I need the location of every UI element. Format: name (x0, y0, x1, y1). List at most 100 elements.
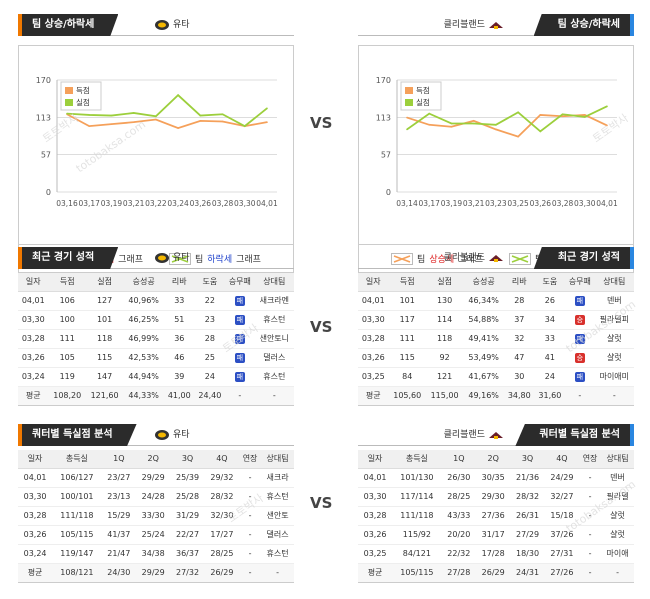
x-tick-label: 03,21 (463, 199, 485, 208)
x-tick-label: 03,21 (123, 199, 145, 208)
left-team-name: 유타 (173, 20, 190, 30)
column-header: 승성공 (123, 273, 164, 292)
table-cell: 28 (194, 329, 226, 349)
table-cell: 33/30 (136, 506, 171, 526)
table-cell: 115/92 (392, 525, 442, 545)
data-point (561, 113, 564, 116)
table-cell: 101 (85, 310, 124, 330)
data-point (517, 135, 519, 138)
table-cell: 100/101 (52, 487, 102, 507)
table-cell: 37 (504, 310, 535, 330)
table-cell: 휴스턴 (261, 544, 294, 564)
table-cell: 28 (504, 291, 535, 311)
table-cell: 15/29 (101, 506, 136, 526)
table-cell: 23/27 (101, 468, 136, 488)
table-cell: 21/36 (510, 468, 545, 488)
table-cell: 24/31 (510, 563, 545, 583)
table-cell: 25/28 (170, 487, 205, 507)
table-cell: 42,53% (123, 348, 164, 368)
table-cell: 41 (534, 348, 566, 368)
table-cell: 27/26 (544, 563, 580, 583)
table-cell: 03,26 (18, 348, 49, 368)
cavaliers-logo-icon (489, 432, 503, 439)
table-cell: - (579, 506, 602, 526)
table-cell: 30 (504, 367, 535, 387)
table-cell: 37/26 (544, 525, 580, 545)
table-cell: 04,01 (358, 291, 389, 311)
table-cell: 덴버 (594, 291, 634, 311)
table-cell: 28/32 (510, 487, 545, 507)
column-header: 득점 (48, 273, 86, 292)
average-row: 평균 105,60 115,00 49,16% 34,80 31,60- - (358, 386, 634, 406)
x-tick-label: 03,17 (418, 199, 440, 208)
vs-label-bottom: VS (310, 494, 333, 512)
vs-label-middle: VS (310, 318, 333, 336)
data-point (583, 116, 586, 118)
table-cell: 31,60 (534, 386, 566, 406)
table-cell: 46,25% (123, 310, 164, 330)
table-cell: 샬럿 (601, 506, 634, 526)
table-cell: 106 (48, 291, 86, 311)
data-point (539, 130, 542, 133)
table-cell: 평균 (358, 386, 389, 406)
result-badge: 승 (574, 352, 585, 363)
x-tick-label: 03,23 (485, 199, 507, 208)
table-cell: - (579, 468, 602, 488)
result-badge: 승 (574, 314, 585, 325)
legend-label: 실점 (76, 97, 90, 107)
table-cell: - (239, 544, 262, 564)
table-row: 03,26 115 92 53,49% 47 41 승 샬럿 (358, 348, 634, 368)
left-team-name: 유타 (173, 253, 190, 263)
table-cell: - (261, 563, 294, 583)
column-header: 4Q (204, 450, 240, 469)
table-cell: 127 (85, 291, 124, 311)
data-point (472, 122, 475, 125)
right-recent-title: 최근 경기 성적 (533, 247, 634, 269)
table-cell: 18/30 (510, 544, 545, 564)
table-header-row: 일자 총득실 1Q 2Q 3Q 4Q 연장 상대팀 (18, 450, 294, 469)
table-cell: 패 (565, 291, 595, 311)
table-cell: 22 (194, 291, 226, 311)
data-point (177, 94, 179, 96)
table-cell: 114 (425, 310, 464, 330)
table-cell: 패 (225, 348, 255, 368)
table-row: 03,28 111/118 43/33 27/36 26/31 15/18- 샬럿 (358, 506, 634, 526)
table-cell: 30/35 (476, 468, 511, 488)
right-recent-header: 최근 경기 성적 클리블랜드 (358, 247, 634, 269)
legend-swatch (405, 99, 413, 106)
legend-up: 팀 상승세 그래프 (391, 252, 483, 265)
table-cell: 필라델피 (594, 310, 634, 330)
column-header: 2Q (476, 450, 511, 469)
table-cell: 24/30 (101, 563, 136, 583)
table-cell: 03,26 (18, 525, 53, 545)
table-cell: 24 (534, 367, 566, 387)
table-cell: 84/121 (392, 544, 442, 564)
table-cell: 26/31 (510, 506, 545, 526)
right-quarter-header: 쿼터별 득실점 분석 클리블랜드 (358, 424, 634, 446)
x-tick-label: 04,01 (256, 199, 278, 208)
table-cell: 46 (164, 348, 195, 368)
table-cell: 04,01 (18, 468, 53, 488)
table-cell: 29/29 (136, 563, 171, 583)
table-cell: 댈러스 (254, 348, 294, 368)
average-row: 평균 108/121 24/30 29/29 27/32 26/29- - (18, 563, 294, 583)
column-header: 일자 (358, 450, 393, 469)
data-point (606, 124, 608, 127)
right-team-name: 클리블랜드 (443, 430, 485, 440)
x-tick-label: 03,28 (552, 199, 574, 208)
table-cell: 84 (388, 367, 426, 387)
table-cell: 15/18 (544, 506, 580, 526)
data-point (406, 116, 408, 119)
column-header: 리바 (164, 273, 195, 292)
table-cell: 패 (225, 367, 255, 387)
x-tick-label: 03,19 (441, 199, 463, 208)
table-cell: 108/121 (52, 563, 102, 583)
table-row: 03,24 119 147 44,94% 39 24 패 휴스턴 (18, 367, 294, 387)
table-cell: 100 (48, 310, 86, 330)
table-cell: 53,49% (463, 348, 504, 368)
data-point (495, 128, 497, 131)
table-cell: 25 (194, 348, 226, 368)
average-row: 평균 108,20 121,60 44,33% 41,00 24,40- - (18, 386, 294, 406)
data-point (155, 115, 157, 118)
